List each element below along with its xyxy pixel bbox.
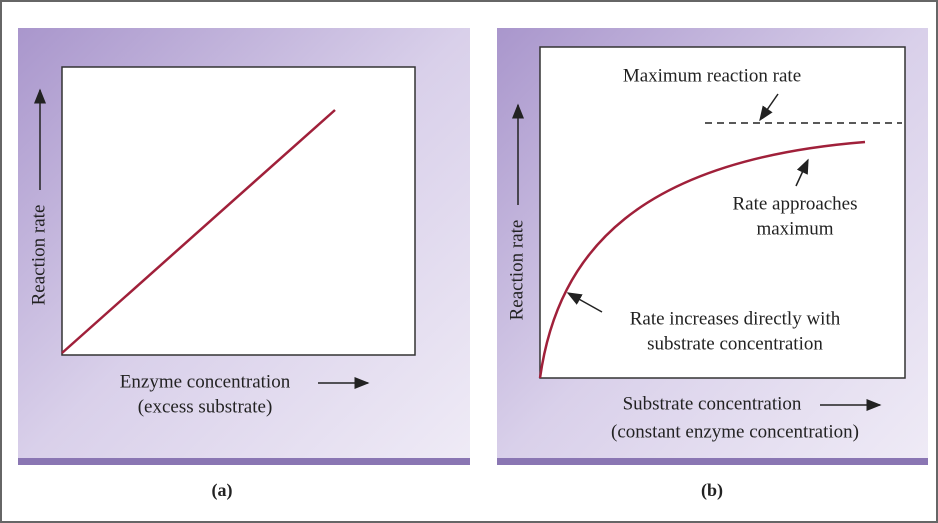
x-axis-sublabel: (constant enzyme concentration) [611,421,859,442]
plot-area [61,66,416,356]
annotation: Rate increases directly with [630,308,841,329]
y-axis-label: Reaction rate [28,205,49,306]
annotation: Rate approaches [732,193,857,214]
annotation-arrow [759,93,779,122]
caption: (a) [212,480,233,501]
panel-edge [497,458,928,465]
x-axis-label: Enzyme concentration [120,371,291,392]
annotation: maximum [756,218,833,239]
annotation-arrow [566,292,603,313]
annotation-arrow [795,158,809,187]
annotation: Maximum reaction rate [623,65,801,86]
rate-curve [538,140,866,379]
panel-edge [18,458,470,465]
caption: (b) [701,480,723,501]
rate-line [61,109,336,354]
plot-area [539,46,906,379]
x-axis-sublabel: (excess substrate) [138,396,273,417]
annotation: substrate concentration [647,333,823,354]
x-axis-label: Substrate concentration [623,393,802,414]
y-axis-label: Reaction rate [506,220,527,321]
